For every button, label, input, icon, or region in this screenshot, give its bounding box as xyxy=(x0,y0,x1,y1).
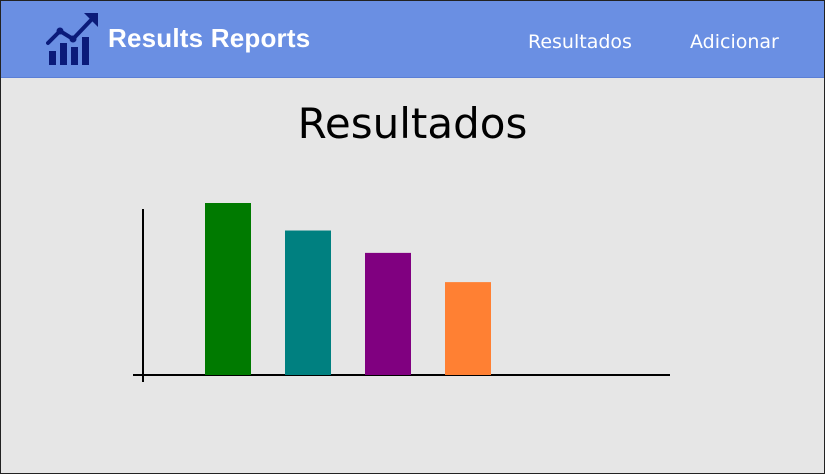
chart-bar-1 xyxy=(205,203,251,375)
growth-chart-icon xyxy=(46,13,98,65)
chart-bars xyxy=(205,203,491,375)
nav-link-resultados[interactable]: Resultados xyxy=(528,31,632,53)
navbar: Results Reports Resultados Adicionar xyxy=(1,1,824,78)
chart-bar-4 xyxy=(445,282,491,375)
page-title: Resultados xyxy=(297,99,528,148)
brand[interactable]: Results Reports xyxy=(46,12,310,68)
brand-title: Results Reports xyxy=(108,22,311,53)
nav-link-adicionar[interactable]: Adicionar xyxy=(690,31,779,53)
chart-bar-2 xyxy=(285,230,331,375)
chart-bar-3 xyxy=(365,252,411,375)
